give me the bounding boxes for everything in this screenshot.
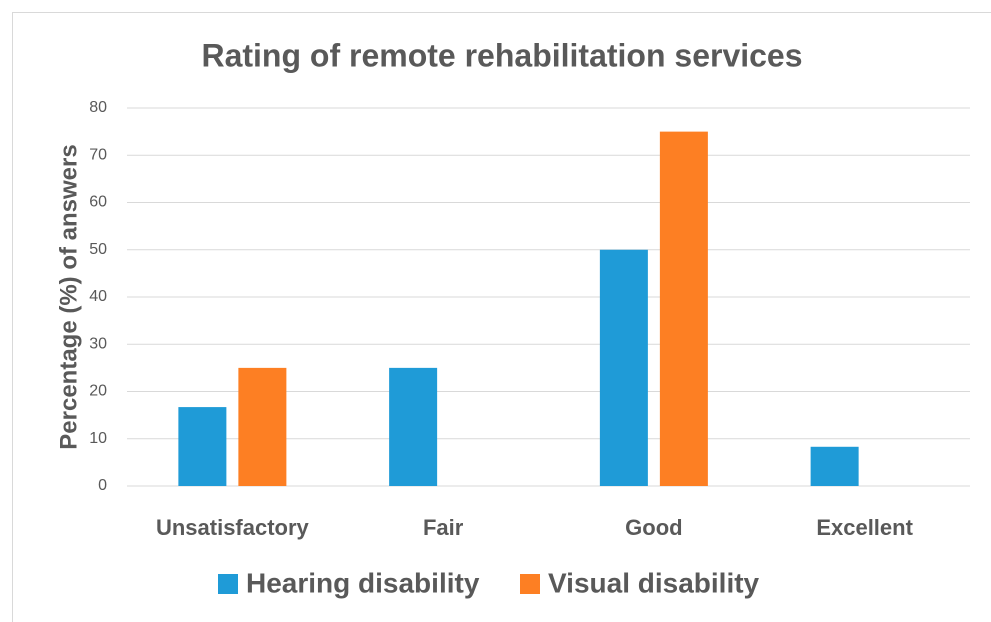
y-tick-label: 40 (89, 288, 107, 305)
x-tick-label: Fair (423, 515, 464, 540)
bar (178, 407, 227, 486)
bar (599, 249, 648, 486)
bar (389, 367, 438, 486)
y-tick-label: 60 (89, 194, 107, 211)
y-tick-label: 0 (98, 477, 107, 494)
bar (659, 131, 708, 486)
x-tick-label: Unsatisfactory (156, 515, 310, 540)
legend-swatch (218, 574, 238, 594)
y-tick-label: 20 (89, 383, 107, 400)
x-tick-label: Good (625, 515, 682, 540)
chart-title: Rating of remote rehabilitation services (201, 37, 802, 73)
x-tick-label: Excellent (816, 515, 913, 540)
y-tick-label: 10 (89, 430, 107, 447)
chart-frame (12, 12, 991, 622)
legend-swatch (520, 574, 540, 594)
bar (238, 367, 287, 486)
y-tick-label: 50 (89, 241, 107, 258)
y-tick-label: 30 (89, 335, 107, 352)
y-tick-label: 70 (89, 146, 107, 163)
legend-label: Visual disability (548, 567, 760, 598)
legend-label: Hearing disability (246, 567, 480, 598)
bar (810, 446, 859, 486)
y-tick-label: 80 (89, 99, 107, 116)
y-axis-label: Percentage (%) of answers (55, 144, 82, 449)
